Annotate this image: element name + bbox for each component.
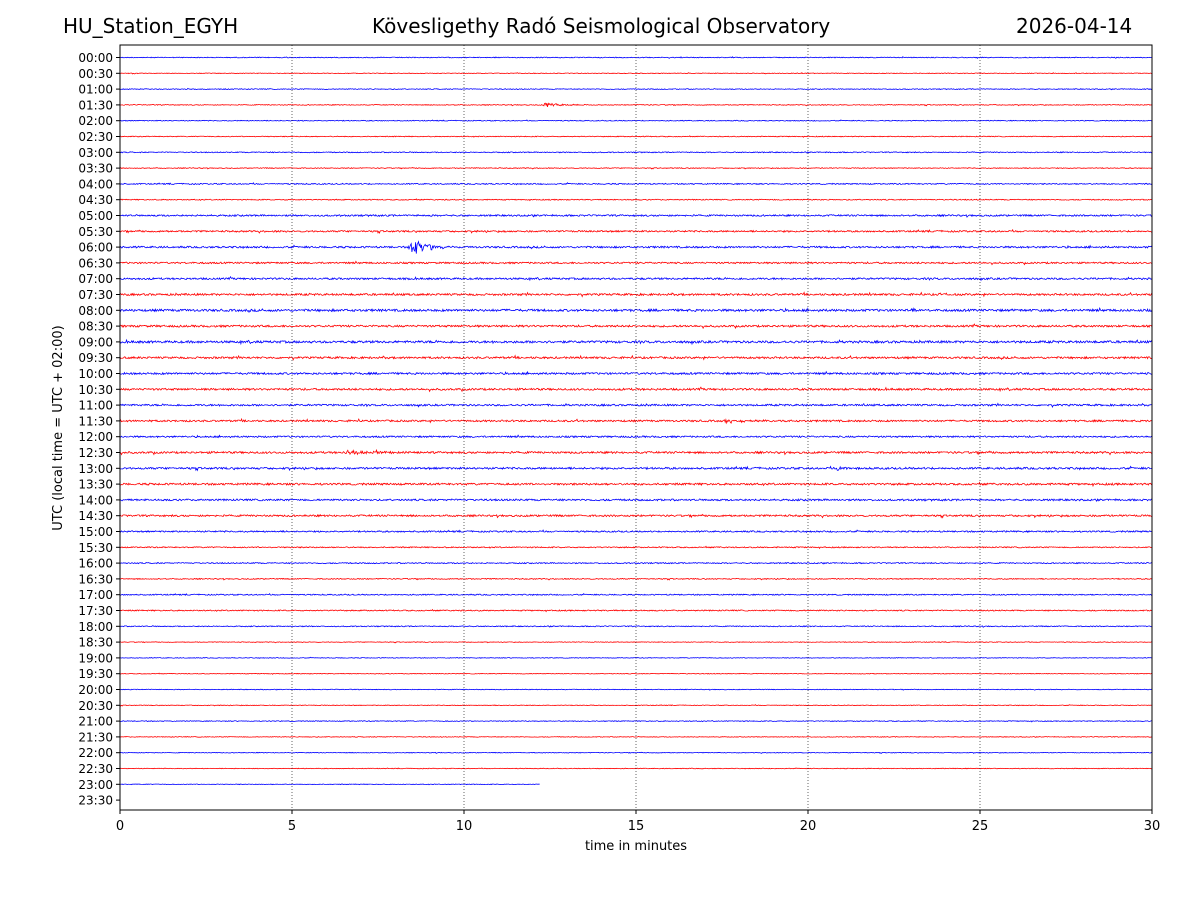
y-tick-label: 11:30 [78, 414, 113, 428]
y-tick-label: 17:30 [78, 604, 113, 618]
y-tick-label: 12:30 [78, 446, 113, 460]
y-axis-label: UTC (local time = UTC + 02:00) [51, 325, 66, 530]
trace-row-1400 [119, 498, 1153, 503]
y-tick-label: 04:30 [78, 193, 113, 207]
trace-row-2200 [119, 751, 1153, 754]
y-tick-label: 13:30 [78, 478, 113, 492]
trace-row-1600 [119, 561, 1153, 565]
y-tick-label: 10:30 [78, 383, 113, 397]
y-tick-label: 22:30 [78, 762, 113, 776]
y-tick-label: 16:30 [78, 572, 113, 586]
trace-row-2130 [119, 736, 1153, 738]
y-tick-label: 15:30 [78, 541, 113, 555]
trace-row-1800 [119, 625, 1153, 628]
trace-row-1000 [119, 370, 1153, 376]
trace-row-0630 [119, 260, 1153, 266]
trace-row-0230 [119, 135, 1153, 138]
y-tick-label: 07:30 [78, 288, 113, 302]
x-tick-label: 25 [972, 819, 989, 834]
trace-row-1900 [119, 656, 1153, 659]
date-label: 2026-04-14 [1016, 14, 1133, 38]
x-tick-label: 15 [628, 819, 645, 834]
x-axis: 0 5 10 15 20 25 30 [116, 810, 1160, 834]
y-tick-label: 15:00 [78, 525, 113, 539]
y-tick-label: 08:30 [78, 320, 113, 334]
y-tick-label: 14:00 [78, 493, 113, 507]
y-tick-label: 13:00 [78, 462, 113, 476]
trace-row-0500 [119, 213, 1153, 218]
trace-row-1200 [119, 434, 1153, 439]
y-tick-label: 00:30 [78, 67, 113, 81]
y-tick-label: 05:00 [78, 209, 113, 223]
trace-row-0830 [119, 323, 1153, 330]
trace-row-0300 [119, 151, 1153, 154]
grid-layer [291, 45, 981, 810]
y-tick-label: 01:00 [78, 83, 113, 97]
y-tick-label: 01:30 [78, 98, 113, 112]
y-tick-label: 16:00 [78, 557, 113, 571]
y-tick-label: 19:00 [78, 651, 113, 665]
trace-row-1130 [119, 417, 1153, 425]
y-tick-label: 06:30 [78, 256, 113, 270]
trace-row-0430 [119, 198, 1153, 202]
observatory-title: Kövesligethy Radó Seismological Observat… [372, 14, 831, 38]
y-tick-label: 18:30 [78, 636, 113, 650]
trace-row-0900 [119, 338, 1153, 346]
y-tick-label: 03:00 [78, 146, 113, 160]
y-tick-label: 03:30 [78, 162, 113, 176]
trace-row-2100 [119, 719, 1153, 723]
trace-row-0800 [119, 307, 1153, 314]
y-tick-label: 12:00 [78, 430, 113, 444]
x-tick-label: 10 [456, 819, 473, 834]
y-tick-label: 08:00 [78, 304, 113, 318]
y-tick-label: 10:00 [78, 367, 113, 381]
x-tick-label: 5 [288, 819, 296, 834]
y-tick-label: 02:00 [78, 114, 113, 128]
y-tick-label: 22:00 [78, 746, 113, 760]
y-tick-label: 05:30 [78, 225, 113, 239]
trace-row-2300 [119, 783, 540, 786]
trace-row-1230 [119, 448, 1153, 456]
trace-row-1730 [119, 608, 1153, 613]
trace-row-1330 [119, 481, 1153, 488]
y-tick-label: 23:30 [78, 794, 113, 808]
y-tick-label: 23:00 [78, 778, 113, 792]
trace-row-1930 [119, 672, 1153, 675]
y-tick-label: 14:30 [78, 509, 113, 523]
y-tick-label: 19:30 [78, 667, 113, 681]
x-tick-label: 30 [1144, 819, 1161, 834]
y-tick-label: 20:00 [78, 683, 113, 697]
y-tick-label: 11:00 [78, 399, 113, 413]
y-tick-label: 07:00 [78, 272, 113, 286]
y-tick-label: 09:30 [78, 351, 113, 365]
y-tick-label: 06:00 [78, 241, 113, 255]
x-tick-label: 0 [116, 819, 124, 834]
x-tick-label: 20 [800, 819, 817, 834]
y-tick-label: 21:00 [78, 715, 113, 729]
y-tick-label: 17:00 [78, 588, 113, 602]
x-axis-label: time in minutes [585, 839, 687, 854]
y-tick-label: 02:30 [78, 130, 113, 144]
y-tick-label: 00:00 [78, 51, 113, 65]
y-tick-label: 21:30 [78, 730, 113, 744]
trace-row-0100 [119, 87, 1153, 91]
trace-row-1030 [119, 386, 1153, 393]
station-label: HU_Station_EGYH [63, 14, 239, 38]
y-tick-label: 04:00 [78, 177, 113, 191]
trace-row-0030 [119, 71, 1153, 75]
y-tick-label: 18:00 [78, 620, 113, 634]
trace-row-2000 [119, 688, 1153, 691]
trace-row-1530 [119, 545, 1153, 550]
y-tick-label: 09:00 [78, 335, 113, 349]
y-tick-label: 20:30 [78, 699, 113, 713]
